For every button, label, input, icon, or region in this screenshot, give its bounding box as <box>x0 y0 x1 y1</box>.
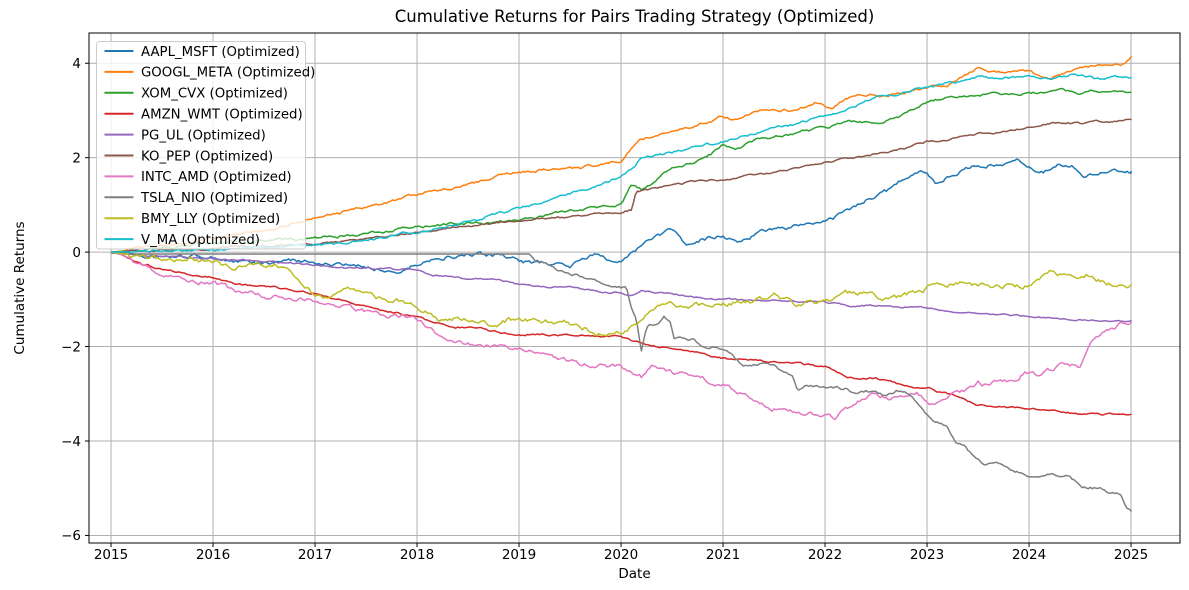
legend-label: GOOGL_META (Optimized) <box>141 66 315 81</box>
legend-entry-XOM_CVX: XOM_CVX (Optimized) <box>104 87 288 102</box>
legend-label: AAPL_MSFT (Optimized) <box>141 45 300 60</box>
legend-entry-GOOGL_META: GOOGL_META (Optimized) <box>104 66 315 81</box>
x-tick-label: 2018 <box>400 547 434 563</box>
legend-box <box>96 41 306 250</box>
x-tick-label: 2015 <box>94 547 128 563</box>
series-line-AMZN_WMT <box>110 251 1132 416</box>
legend-label: INTC_AMD (Optimized) <box>141 170 292 185</box>
y-tick-label: 4 <box>72 56 81 72</box>
y-axis-label: Cumulative Returns <box>12 221 28 354</box>
x-tick-label: 2016 <box>196 547 230 563</box>
legend-entry-PG_UL: PG_UL (Optimized) <box>104 128 266 143</box>
y-tick-label: −6 <box>61 528 81 544</box>
legend-label: V_MA (Optimized) <box>141 233 260 248</box>
y-tick-label: −4 <box>61 434 81 450</box>
legend: AAPL_MSFT (Optimized) GOOGL_META (Optimiz… <box>96 41 315 250</box>
x-tick-label: 2017 <box>298 547 332 563</box>
series-line-AAPL_MSFT <box>111 158 1132 274</box>
legend-entry-AMZN_WMT: AMZN_WMT (Optimized) <box>104 108 303 123</box>
legend-label: BMY_LLY (Optimized) <box>141 212 280 227</box>
series-line-TSLA_NIO <box>111 252 1132 512</box>
x-tick-label: 2021 <box>706 547 740 563</box>
legend-entry-AAPL_MSFT: AAPL_MSFT (Optimized) <box>104 45 300 60</box>
series-line-INTC_AMD <box>110 251 1132 421</box>
legend-label: AMZN_WMT (Optimized) <box>141 108 303 123</box>
x-tick-label: 2022 <box>808 547 842 563</box>
axes: 2015 2016 2017 2018 2019 2020 2021 2022 2023 2024… <box>61 32 1181 563</box>
y-tick-label: 0 <box>72 245 81 261</box>
legend-entry-INTC_AMD: INTC_AMD (Optimized) <box>104 170 292 185</box>
legend-entry-BMY_LLY: BMY_LLY (Optimized) <box>104 212 280 227</box>
chart-title: Cumulative Returns for Pairs Trading Str… <box>395 7 875 26</box>
legend-label: TSLA_NIO (Optimized) <box>140 191 288 206</box>
x-axis-label: Date <box>618 566 650 582</box>
y-tick-label: −2 <box>61 339 81 355</box>
legend-entry-V_MA: V_MA (Optimized) <box>104 233 260 248</box>
x-tick-label: 2024 <box>1012 547 1046 563</box>
plot-border <box>88 32 1181 544</box>
legend-label: PG_UL (Optimized) <box>141 128 266 143</box>
series-line-BMY_LLY <box>110 251 1132 337</box>
legend-entry-TSLA_NIO: TSLA_NIO (Optimized) <box>104 191 288 206</box>
x-tick-label: 2023 <box>910 547 944 563</box>
legend-entry-KO_PEP: KO_PEP (Optimized) <box>104 149 273 164</box>
series-line-PG_UL <box>110 251 1132 323</box>
legend-label: KO_PEP (Optimized) <box>141 149 273 164</box>
y-tick-label: 2 <box>72 150 81 166</box>
x-tick-label: 2019 <box>502 547 536 563</box>
x-tick-label: 2020 <box>604 547 638 563</box>
x-tick-label: 2025 <box>1114 547 1148 563</box>
legend-label: XOM_CVX (Optimized) <box>141 87 288 102</box>
